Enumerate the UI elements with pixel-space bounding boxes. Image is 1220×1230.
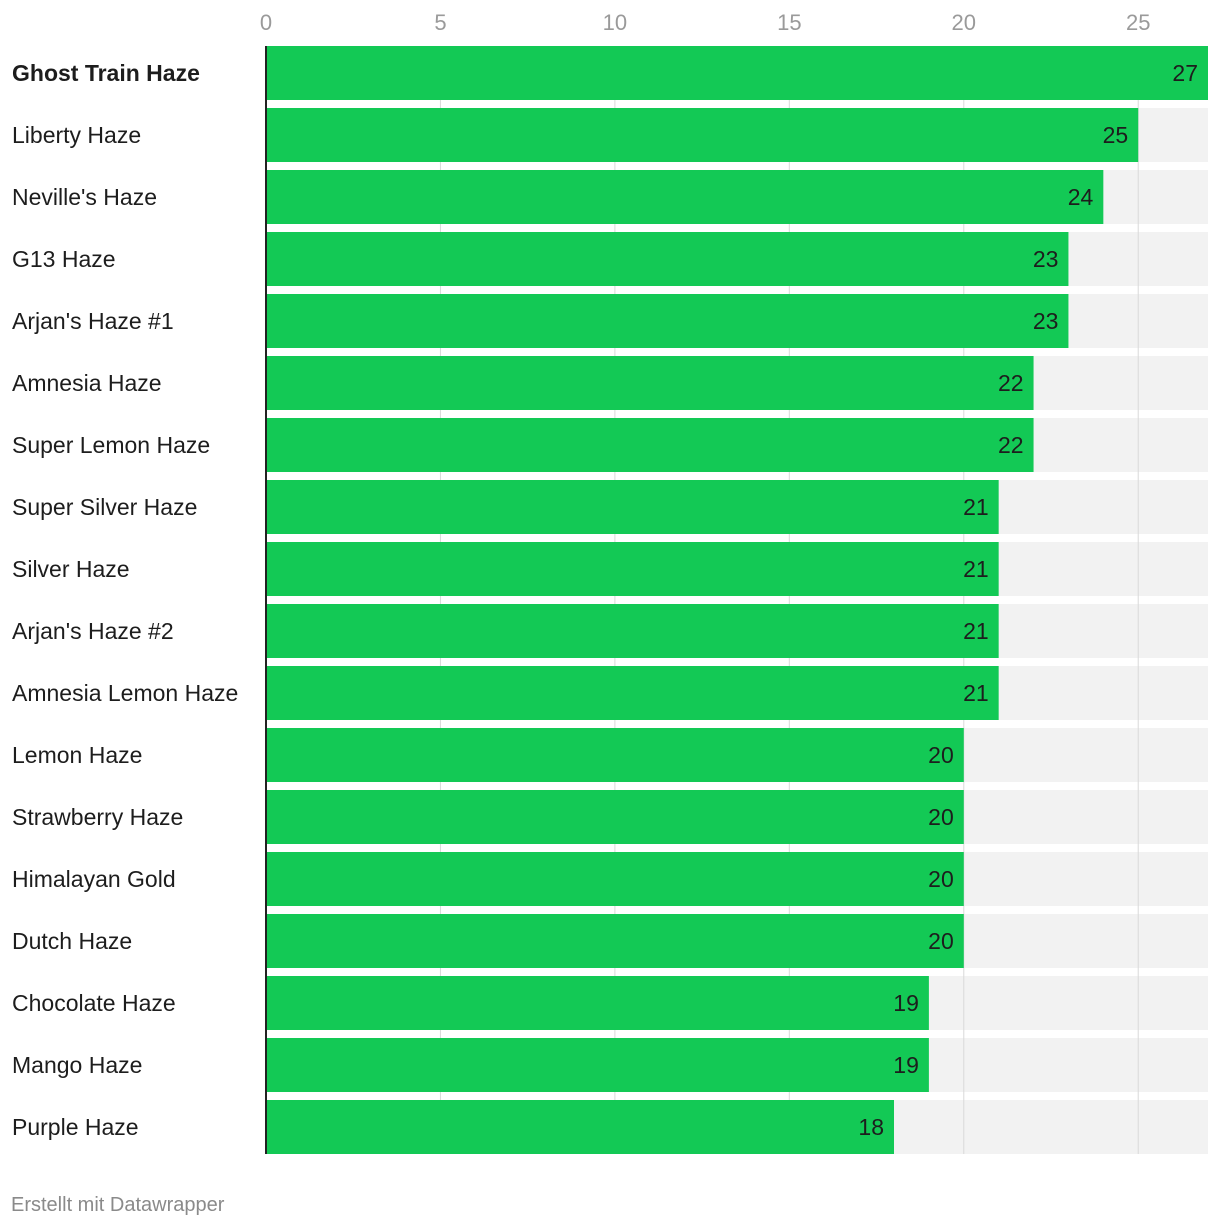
gridlines [439,46,1139,1154]
bar [266,108,1139,162]
x-tick-label: 15 [777,10,801,35]
bar [266,1100,894,1154]
value-label: 20 [928,742,954,768]
category-label: Arjan's Haze #2 [12,618,174,644]
category-label: Amnesia Haze [12,370,162,396]
value-labels: 27 25 24 23 23 22 22 21 21 21 21 20 20 20 20 19 19 18 [858,60,1198,1140]
bar [266,170,1104,224]
bar [266,728,964,782]
x-axis-ticks: 0 5 10 15 20 25 [260,10,1151,35]
value-label: 20 [928,804,954,830]
value-label: 18 [858,1114,884,1140]
value-label: 20 [928,866,954,892]
category-label: Himalayan Gold [12,866,176,892]
value-label: 23 [1033,246,1059,272]
row-labels: Ghost Train Haze Liberty Haze Neville's Ha… [12,60,238,1140]
bar [266,356,1034,410]
bar [266,480,999,534]
bar [266,542,999,596]
bar [266,914,964,968]
category-label: Liberty Haze [12,122,141,148]
category-label: Lemon Haze [12,742,142,768]
value-label: 19 [893,1052,919,1078]
x-tick-label: 5 [434,10,446,35]
value-label: 23 [1033,308,1059,334]
credit-footer: Erstellt mit Datawrapper [11,1194,225,1216]
bar [266,976,929,1030]
value-label: 19 [893,990,919,1016]
x-tick-label: 20 [952,10,976,35]
bar [266,1038,929,1092]
category-label: Super Lemon Haze [12,432,210,458]
bar [266,604,999,658]
bar [266,418,1034,472]
category-label: Purple Haze [12,1114,139,1140]
bars [266,46,1208,1154]
bar [266,852,964,906]
value-label: 20 [928,928,954,954]
bar [266,294,1069,348]
value-label: 22 [998,370,1024,396]
value-label: 21 [963,680,989,706]
bar-chart: 0 5 10 15 20 25 Ghost Train Haze Liberty Haze N… [12,10,1208,1154]
value-label: 24 [1068,184,1094,210]
value-label: 21 [963,494,989,520]
bar [266,232,1069,286]
value-label: 25 [1103,122,1129,148]
x-tick-label: 25 [1126,10,1150,35]
x-tick-label: 10 [603,10,627,35]
category-label: Dutch Haze [12,928,132,954]
value-label: 21 [963,618,989,644]
value-label: 27 [1172,60,1198,86]
category-label: Strawberry Haze [12,804,183,830]
category-label: Super Silver Haze [12,494,197,520]
x-tick-label: 0 [260,10,272,35]
category-label: Ghost Train Haze [12,60,200,86]
value-label: 21 [963,556,989,582]
category-label: Mango Haze [12,1052,142,1078]
value-label: 22 [998,432,1024,458]
category-label: G13 Haze [12,246,116,272]
category-label: Neville's Haze [12,184,157,210]
bar [266,666,999,720]
category-label: Chocolate Haze [12,990,176,1016]
bar [266,790,964,844]
bar [266,46,1208,100]
category-label: Amnesia Lemon Haze [12,680,238,706]
category-label: Silver Haze [12,556,130,582]
category-label: Arjan's Haze #1 [12,308,174,334]
